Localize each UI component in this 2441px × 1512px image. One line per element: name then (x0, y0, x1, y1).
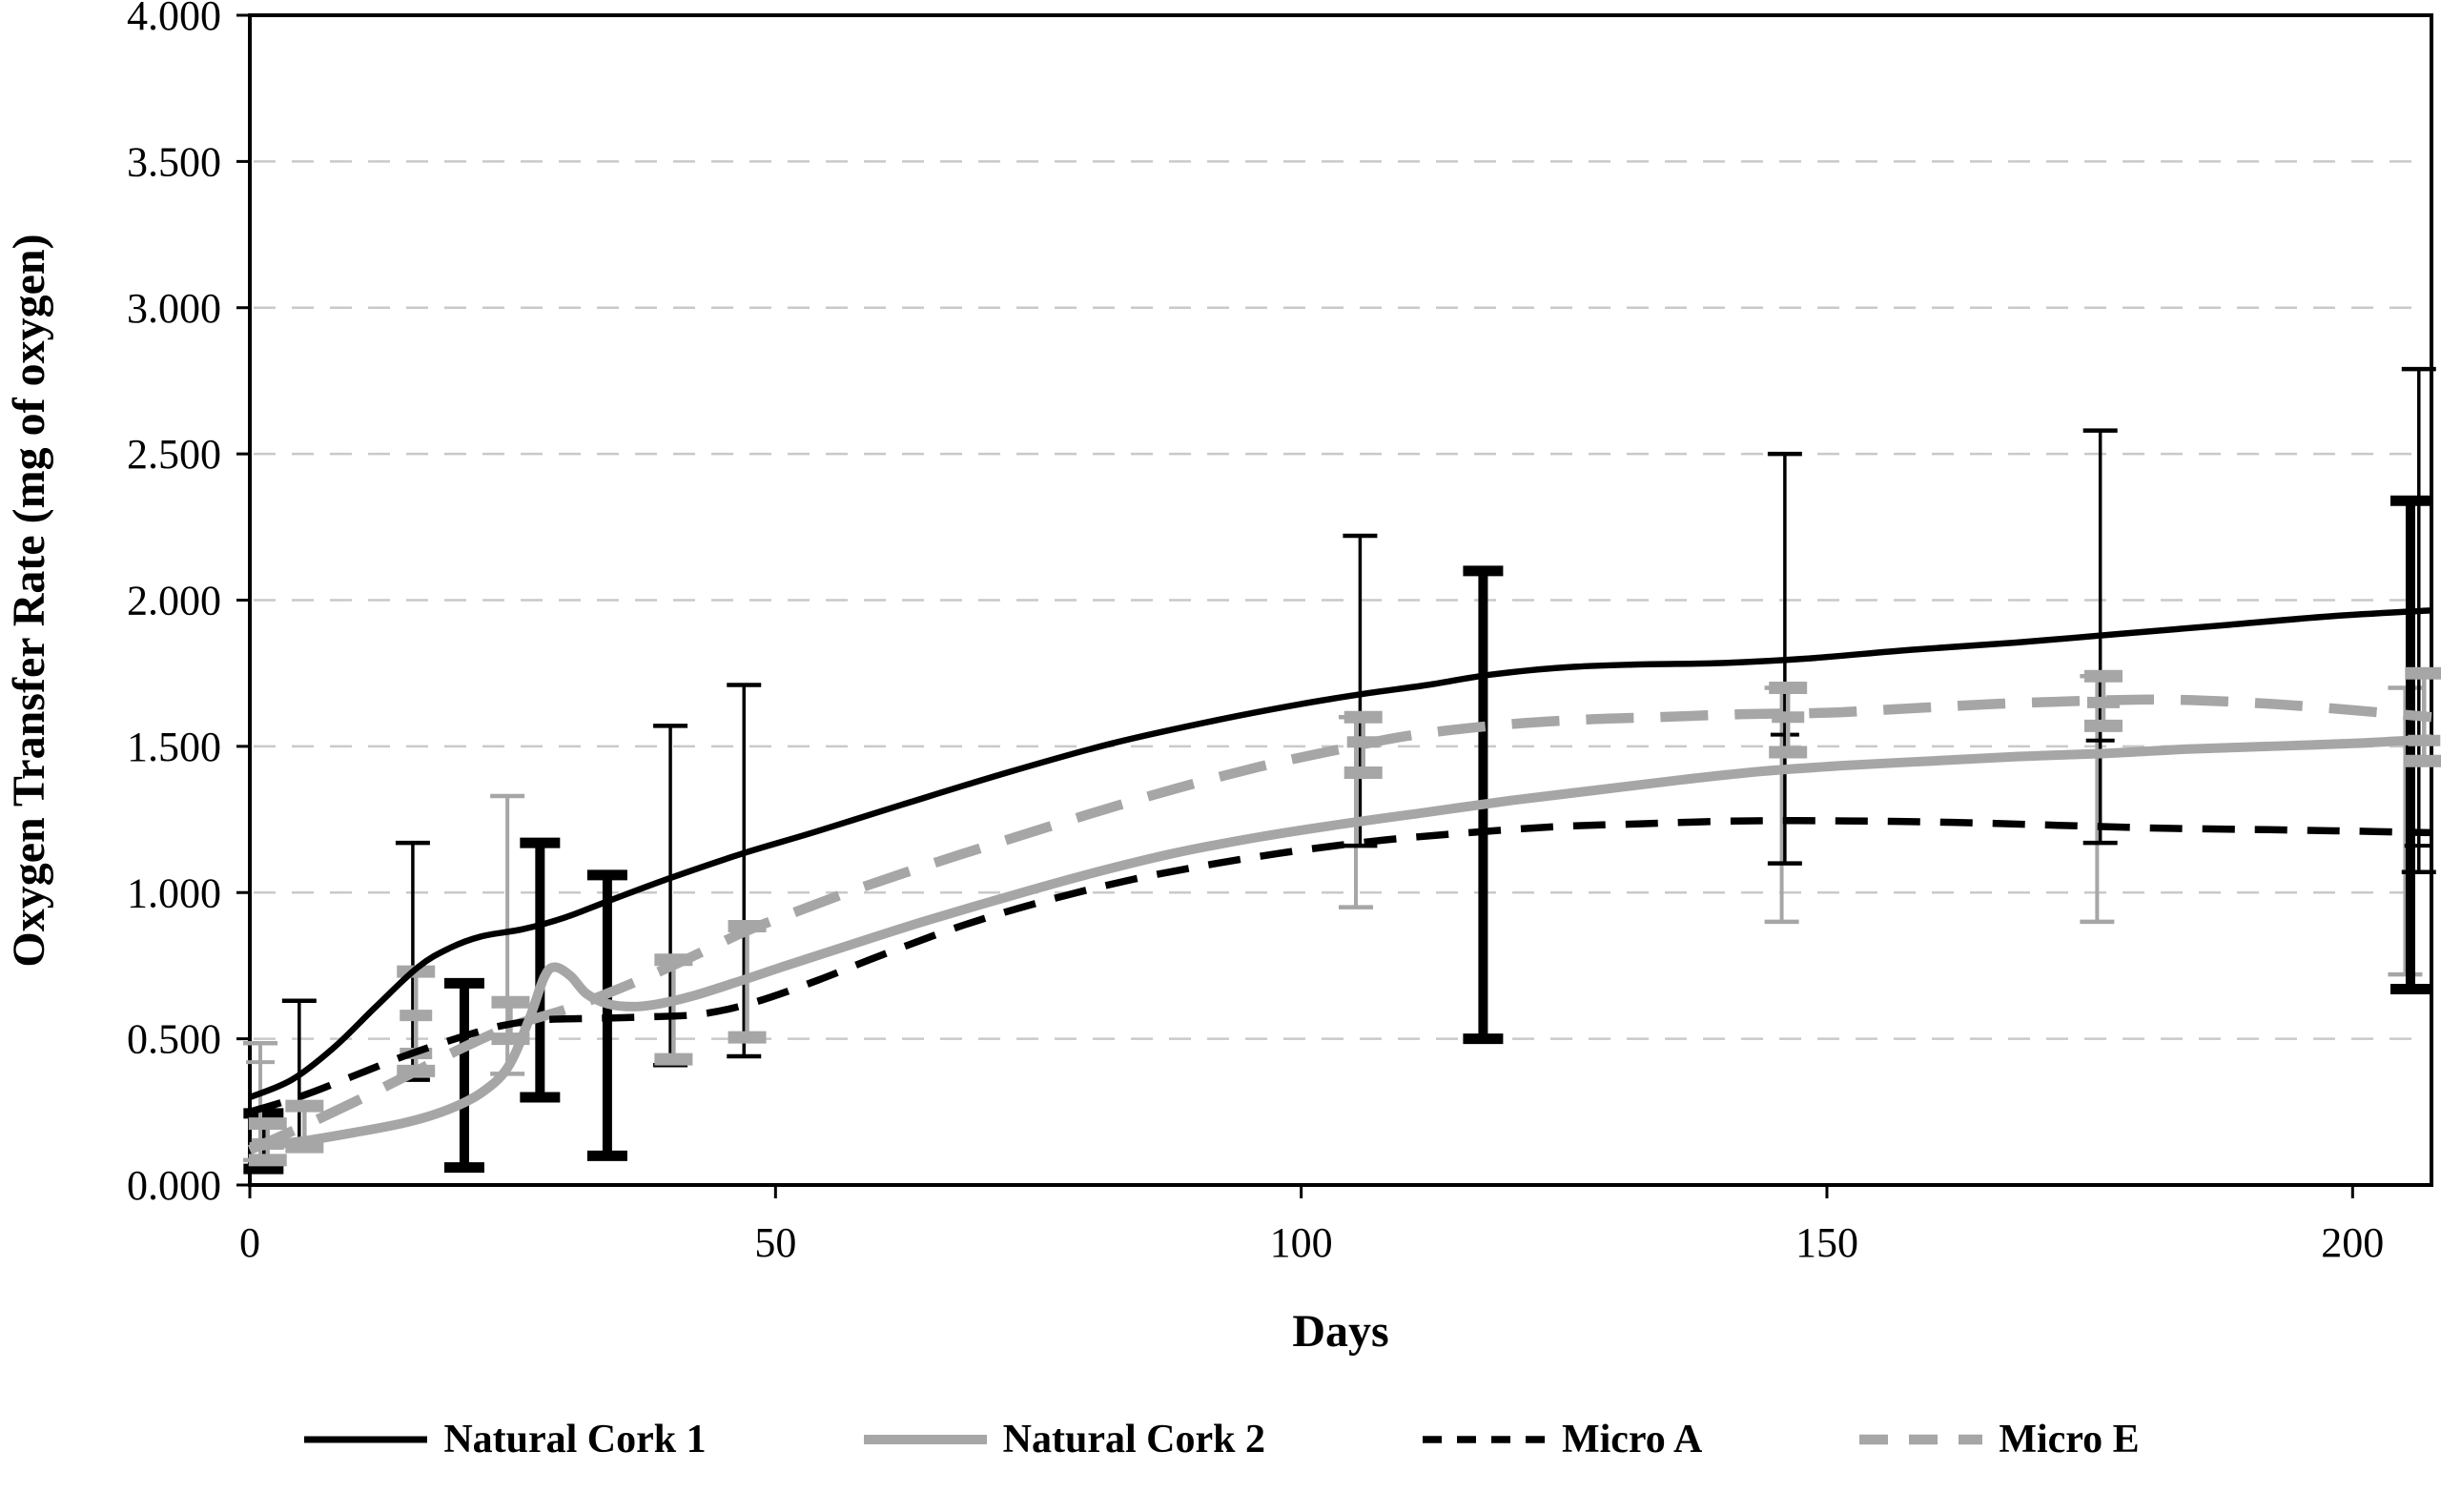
legend-line-swatch-micro-e (1859, 1434, 1983, 1445)
y-tick-label: 4.000 (127, 0, 221, 39)
legend-item-micro-e: Micro E (1856, 1417, 2140, 1462)
error-bar (443, 977, 484, 1174)
error-bar (1764, 685, 1799, 925)
legend-item-natural-cork-2: Natural Cork 2 (861, 1417, 1265, 1462)
y-tick-label: 3.000 (127, 285, 221, 332)
x-axis-title: Days (1292, 1306, 1388, 1357)
series-line-micro-a (248, 817, 2432, 1115)
chart-canvas: 0.000 0.500 1.000 1.500 2.000 2.500 3.000 3.500… (4, 0, 2441, 1357)
x-tick-label: 50 (754, 1219, 796, 1266)
legend-item-natural-cork-1: Natural Cork 1 (301, 1417, 707, 1462)
legend-label: Natural Cork 1 (443, 1418, 707, 1461)
legend-line-swatch-cork2 (863, 1435, 987, 1444)
error-bar (727, 683, 762, 1059)
x-tick-label: 200 (2321, 1219, 2384, 1266)
legend-line-swatch-cork1 (304, 1436, 428, 1443)
legend-line-swatch-micro-a (1422, 1436, 1546, 1443)
error-bar (2388, 685, 2423, 977)
y-tick-labels: 0.000 0.500 1.000 1.500 2.000 2.500 3.000 3.500… (127, 0, 221, 1209)
series-line-cork2 (249, 734, 2432, 1153)
series-line-cork1 (248, 606, 2432, 1101)
y-tick-label: 0.500 (127, 1016, 221, 1063)
x-tick-label: 0 (239, 1219, 260, 1266)
y-axis-title: Oxygen Transfer Rate (mg of oxygen) (4, 234, 54, 967)
y-tick-label: 0.000 (127, 1162, 221, 1209)
legend-label: Micro A (1561, 1418, 1703, 1461)
error-bar (520, 837, 561, 1103)
y-tick-label: 1.500 (127, 724, 221, 770)
y-tick-label: 1.000 (127, 869, 221, 916)
legend-item-micro-a: Micro A (1420, 1417, 1702, 1462)
legend-label: Natural Cork 2 (1002, 1418, 1265, 1461)
series-line-micro-e (247, 694, 2432, 1154)
error-bar (2401, 366, 2436, 875)
y-tick-label: 2.000 (127, 578, 221, 624)
x-tick-labels: 0 50 100 150 200 (239, 1219, 2384, 1266)
x-tick-label: 100 (1270, 1219, 1333, 1266)
x-tick-label: 150 (1795, 1219, 1858, 1266)
error-bar (1343, 533, 1378, 848)
gridlines (254, 160, 2428, 1040)
error-bars (243, 366, 2441, 1175)
series-lines (247, 606, 2432, 1154)
axis-ticks (236, 13, 2354, 1198)
error-bar (2080, 674, 2115, 925)
y-tick-label: 3.500 (127, 138, 221, 185)
error-bar (1769, 682, 1808, 759)
legend-label: Micro E (1999, 1418, 2140, 1461)
y-tick-label: 2.500 (127, 431, 221, 478)
chart-legend: Natural Cork 1 Natural Cork 2 Micro A Mi… (0, 1417, 2441, 1462)
